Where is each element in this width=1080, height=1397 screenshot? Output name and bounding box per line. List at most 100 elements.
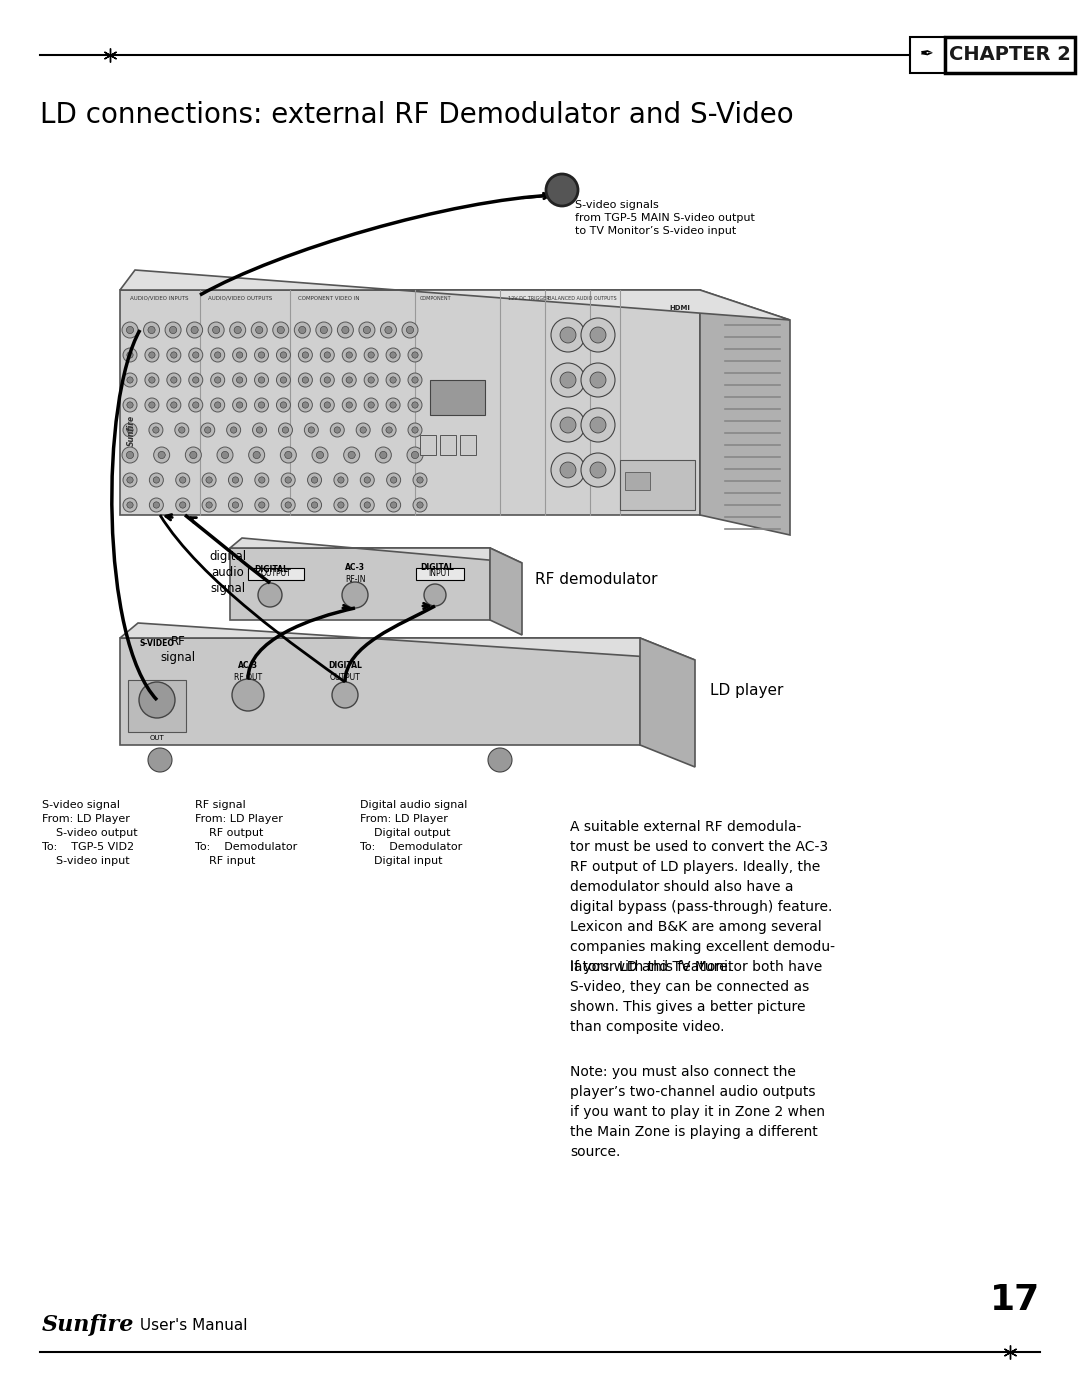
- Circle shape: [346, 377, 352, 383]
- Circle shape: [302, 352, 309, 358]
- Circle shape: [253, 451, 260, 458]
- Text: S-VIDEO: S-VIDEO: [139, 640, 175, 648]
- Circle shape: [192, 352, 199, 358]
- Circle shape: [281, 447, 296, 462]
- Text: DIGITAL: DIGITAL: [328, 661, 362, 669]
- Bar: [945, 36, 1075, 73]
- Circle shape: [386, 348, 400, 362]
- Circle shape: [126, 377, 133, 383]
- Bar: [625, 472, 650, 490]
- Circle shape: [338, 502, 345, 509]
- Circle shape: [546, 175, 578, 205]
- Polygon shape: [120, 270, 789, 320]
- Circle shape: [324, 402, 330, 408]
- Circle shape: [551, 319, 585, 352]
- Circle shape: [258, 402, 265, 408]
- Circle shape: [298, 348, 312, 362]
- Circle shape: [259, 476, 265, 483]
- Circle shape: [364, 398, 378, 412]
- Circle shape: [252, 321, 267, 338]
- Circle shape: [232, 476, 239, 483]
- Circle shape: [561, 372, 576, 388]
- Circle shape: [171, 352, 177, 358]
- Circle shape: [145, 373, 159, 387]
- Circle shape: [334, 474, 348, 488]
- Text: If your LD and TV Monitor both have
S-video, they can be connected as
shown. Thi: If your LD and TV Monitor both have S-vi…: [570, 960, 822, 1034]
- Text: Sunfire: Sunfire: [127, 415, 136, 446]
- Circle shape: [364, 476, 370, 483]
- Text: AC-3: AC-3: [345, 563, 365, 573]
- Circle shape: [176, 497, 190, 511]
- Text: OUT: OUT: [150, 735, 164, 740]
- Circle shape: [368, 402, 375, 408]
- Circle shape: [299, 327, 306, 334]
- Text: S-video signal
From: LD Player
    S-video output
To:    TGP-5 VID2
    S-video : S-video signal From: LD Player S-video o…: [42, 800, 137, 866]
- Text: Digital audio signal
From: LD Player
    Digital output
To:    Demodulator
    D: Digital audio signal From: LD Player Dig…: [360, 800, 468, 866]
- Circle shape: [380, 321, 396, 338]
- Text: CHAPTER 2: CHAPTER 2: [949, 46, 1071, 64]
- Circle shape: [386, 427, 392, 433]
- Circle shape: [221, 451, 229, 458]
- Text: RF
signal: RF signal: [161, 636, 195, 664]
- Circle shape: [311, 502, 318, 509]
- Circle shape: [273, 321, 288, 338]
- Circle shape: [408, 423, 422, 437]
- Circle shape: [590, 327, 606, 344]
- Circle shape: [413, 474, 427, 488]
- Polygon shape: [700, 291, 789, 535]
- Circle shape: [308, 497, 322, 511]
- Circle shape: [237, 377, 243, 383]
- Text: AUDIO/VIDEO INPUTS: AUDIO/VIDEO INPUTS: [130, 296, 189, 300]
- Circle shape: [285, 476, 292, 483]
- Circle shape: [424, 584, 446, 606]
- Circle shape: [590, 416, 606, 433]
- Circle shape: [213, 327, 219, 334]
- Bar: [460, 434, 476, 455]
- Circle shape: [123, 398, 137, 412]
- Bar: [430, 380, 485, 415]
- Circle shape: [153, 502, 160, 509]
- Polygon shape: [120, 638, 640, 745]
- Circle shape: [232, 398, 246, 412]
- Circle shape: [343, 447, 360, 462]
- Circle shape: [285, 451, 292, 458]
- Circle shape: [408, 348, 422, 362]
- Circle shape: [204, 427, 211, 433]
- Polygon shape: [640, 638, 696, 767]
- Circle shape: [255, 497, 269, 511]
- Circle shape: [364, 502, 370, 509]
- Circle shape: [411, 451, 419, 458]
- Bar: [416, 569, 464, 580]
- Circle shape: [171, 377, 177, 383]
- Circle shape: [171, 402, 177, 408]
- Circle shape: [363, 327, 370, 334]
- Circle shape: [255, 348, 269, 362]
- Circle shape: [298, 373, 312, 387]
- Circle shape: [324, 352, 330, 358]
- Circle shape: [178, 427, 185, 433]
- Circle shape: [179, 476, 186, 483]
- Text: INPUT: INPUT: [429, 570, 451, 578]
- Polygon shape: [490, 548, 522, 636]
- Circle shape: [321, 348, 335, 362]
- Circle shape: [391, 476, 396, 483]
- Circle shape: [179, 502, 186, 509]
- Circle shape: [206, 502, 213, 509]
- Circle shape: [380, 451, 387, 458]
- Circle shape: [123, 497, 137, 511]
- Circle shape: [368, 352, 375, 358]
- Circle shape: [211, 398, 225, 412]
- Circle shape: [149, 402, 156, 408]
- Circle shape: [192, 377, 199, 383]
- Circle shape: [122, 447, 138, 462]
- Circle shape: [408, 398, 422, 412]
- Circle shape: [276, 373, 291, 387]
- Text: COMPONENT VIDEO IN: COMPONENT VIDEO IN: [298, 296, 360, 300]
- Circle shape: [330, 423, 345, 437]
- Circle shape: [281, 402, 286, 408]
- Circle shape: [316, 451, 324, 458]
- Bar: [620, 460, 696, 510]
- Circle shape: [361, 497, 375, 511]
- Circle shape: [211, 348, 225, 362]
- Circle shape: [342, 583, 368, 608]
